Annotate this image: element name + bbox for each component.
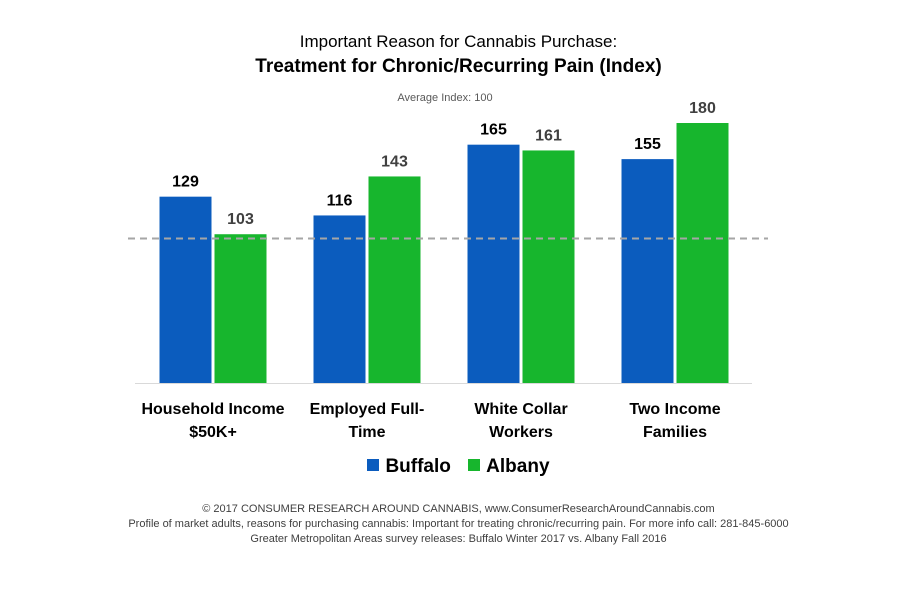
- legend-item-buffalo: Buffalo: [367, 456, 451, 478]
- chart-subtitle: Treatment for Chronic/Recurring Pain (In…: [255, 56, 662, 77]
- x-tick-label-2-line-1: Workers: [489, 424, 553, 441]
- chart-title: Important Reason for Cannabis Purchase:: [299, 32, 618, 51]
- bar-albany-2: [522, 150, 575, 383]
- data-label-buffalo-3: 155: [634, 136, 661, 153]
- x-tick-label-2-line-0: White Collar: [474, 401, 567, 418]
- data-label-albany-0: 103: [227, 211, 254, 228]
- data-label-buffalo-1: 116: [327, 192, 353, 209]
- legend: Buffalo Albany: [0, 456, 917, 478]
- legend-label-albany: Albany: [486, 456, 550, 477]
- data-label-albany-2: 161: [535, 127, 562, 144]
- bar-albany-0: [214, 234, 267, 383]
- x-tick-label-3-line-1: Families: [643, 424, 707, 441]
- footer-survey-note: Greater Metropolitan Areas survey releas…: [250, 533, 667, 545]
- footer-copyright: © 2017 CONSUMER RESEARCH AROUND CANNABIS…: [202, 503, 715, 515]
- data-label-albany-3: 180: [689, 100, 716, 117]
- bar-buffalo-0: [159, 196, 212, 383]
- x-tick-label-3-line-0: Two Income: [629, 401, 720, 418]
- bar-buffalo-2: [467, 144, 520, 383]
- legend-swatch-albany: [468, 459, 481, 471]
- x-tick-label-1-line-0: Employed Full-: [310, 401, 425, 418]
- data-label-buffalo-2: 165: [480, 122, 507, 139]
- bar-chart: 129 116 165 155 103 143 161 180 Household Income…: [128, 100, 768, 441]
- x-tick-label-0-line-1: $50K+: [189, 424, 237, 441]
- bar-buffalo-1: [313, 215, 366, 383]
- data-label-albany-1: 143: [381, 153, 408, 170]
- footer-description: Profile of market adults, reasons for pu…: [128, 518, 789, 530]
- legend-label-buffalo: Buffalo: [385, 456, 451, 477]
- x-tick-label-1-line-1: Time: [348, 424, 385, 441]
- legend-swatch-buffalo: [367, 459, 380, 471]
- average-index-note: Average Index: 100: [397, 92, 493, 104]
- bar-albany-3: [676, 123, 729, 384]
- data-label-buffalo-0: 129: [172, 174, 199, 191]
- x-tick-label-0-line-0: Household Income: [141, 401, 284, 418]
- bar-buffalo-3: [621, 159, 674, 383]
- legend-item-albany: Albany: [468, 456, 550, 478]
- bar-albany-1: [368, 176, 421, 383]
